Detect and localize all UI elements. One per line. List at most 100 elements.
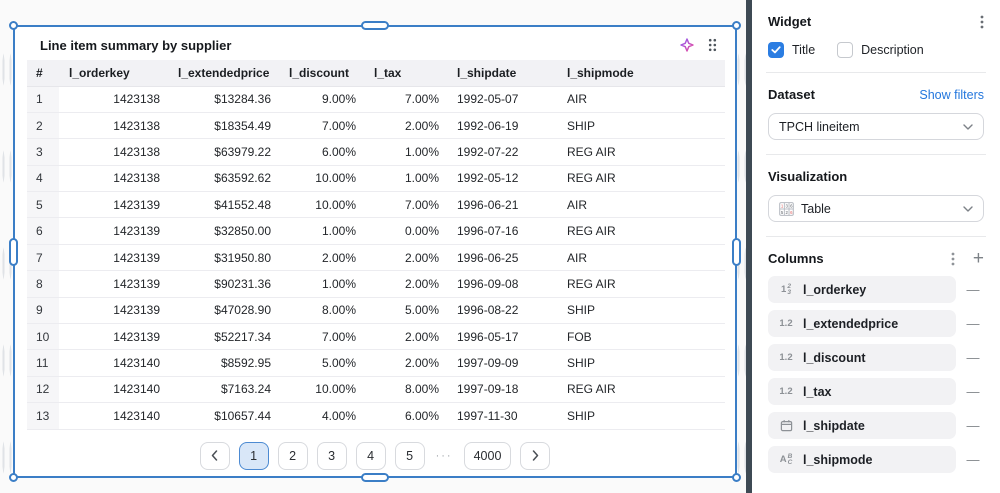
resize-handle-right[interactable] [732,237,741,266]
table-row[interactable]: 13 1423140 $10657.44 4.00% 6.00% 1997-11-30 SH… [27,402,725,430]
dashboard-canvas[interactable]: Line item summary by supplier [0,0,746,493]
widget-card[interactable]: Line item summary by supplier [9,21,741,482]
column-header[interactable]: l_tax [364,60,447,87]
table-cell: 1423140 [59,402,168,430]
dataset-select[interactable]: TPCH lineitem [768,113,984,140]
column-header[interactable]: l_orderkey [59,60,168,87]
table-row[interactable]: 7 1423139 $31950.80 2.00% 2.00% 1996-06-25 AIR [27,244,725,272]
table-cell: 9.00% [279,86,364,113]
remove-column-button minus-icon[interactable]: — [966,452,980,467]
remove-column-button minus-icon[interactable]: — [966,350,980,365]
column-item: 1.2 l_discount — [768,344,984,371]
table-cell: 1992-06-19 [447,112,557,140]
table-row[interactable]: 6 1423139 $32850.00 1.00% 0.00% 1996-07-16 REG… [27,217,725,245]
table-cell: $63979.22 [168,138,279,166]
resize-handle-bottom-left[interactable] [9,473,18,482]
ai-sparkle-icon[interactable] [679,37,695,53]
columns-heading: Columns [768,251,824,266]
table-cell: 8 [27,270,59,298]
column-pill-l_extendedprice[interactable]: 1.2 l_extendedprice [768,310,956,337]
decimal-type-icon: 1.2 [779,352,793,363]
table-cell: $41552.48 [168,191,279,219]
column-pill-l_tax[interactable]: 1.2 l_tax [768,378,956,405]
table-cell: SHIP [557,402,725,430]
column-pill-l_orderkey[interactable]: 1 2 3 l_orderkey [768,276,956,303]
table-row[interactable]: 12 1423140 $7163.24 10.00% 8.00% 1997-09-18 RE… [27,376,725,404]
column-pill-l_shipdate[interactable]: l_shipdate [768,412,956,439]
resize-handle-top-right[interactable] [732,21,741,30]
table-row[interactable]: 4 1423138 $63592.62 10.00% 1.00% 1992-05-12 RE… [27,165,725,193]
table-row[interactable]: 9 1423139 $47028.90 8.00% 5.00% 1996-08-22 SHI… [27,297,725,325]
table-row[interactable]: 1 1423138 $13284.36 9.00% 7.00% 1992-05-07 AIR [27,86,725,113]
remove-column-button minus-icon[interactable]: — [966,316,980,331]
resize-handle-bottom-right[interactable] [732,473,741,482]
page-button[interactable]: 2 [277,441,308,470]
table-cell: 1.00% [279,270,364,298]
table-cell: 7 [27,244,59,272]
page-button[interactable]: 4 [355,441,386,470]
page-button[interactable]: 3 [316,441,347,470]
table-row[interactable]: 2 1423138 $18354.49 7.00% 2.00% 1992-06-19 SHI… [27,112,725,140]
column-header[interactable]: l_shipdate [447,60,557,87]
table-cell: 1997-09-18 [447,376,557,404]
table-cell: REG AIR [557,270,725,298]
page-button[interactable]: 5 [394,441,425,470]
description-checkbox[interactable]: Description [837,42,924,58]
prev-page-button chevron-left-icon[interactable] [199,441,230,470]
column-pill-l_shipmode[interactable]: A B C l_shipmode [768,446,956,473]
calendar-icon [778,419,794,432]
column-header[interactable]: l_extendedprice [168,60,279,87]
remove-column-button minus-icon[interactable]: — [966,282,980,297]
add-column-button[interactable]: + [972,247,984,269]
resize-handle-left[interactable] [9,237,18,266]
svg-text:6: 6 [790,203,793,208]
resize-handle-bottom[interactable] [361,473,389,482]
table-cell: 10.00% [279,165,364,193]
visualization-select-value: Table [801,201,831,216]
next-page-button chevron-right-icon[interactable] [520,441,551,470]
table-row[interactable]: 11 1423140 $8592.95 5.00% 2.00% 1997-09-09 SHI… [27,349,725,377]
column-pill-l_discount[interactable]: 1.2 l_discount [768,344,956,371]
table-row[interactable]: 8 1423139 $90231.36 1.00% 2.00% 1996-09-08 REG… [27,270,725,298]
table-cell: 11 [27,349,59,377]
table-cell: 12 [27,376,59,404]
title-checkbox-label: Title [792,43,816,57]
dataset-heading: Dataset [768,87,815,102]
widget-menu-kebab-icon[interactable] [980,15,984,29]
visualization-select[interactable]: 1 3 6 5 2 6 Table [768,195,984,222]
resize-handle-top[interactable] [361,21,389,30]
page-button[interactable]: 1 [238,441,269,470]
column-label: l_shipmode [803,452,873,467]
table-cell: 5 [27,191,59,219]
last-page-button[interactable]: 4000 [463,441,512,470]
settings-panel: Widget Title Description Dataset Show fi… [752,0,1000,493]
table-cell: 1423139 [59,244,168,272]
remove-column-button minus-icon[interactable]: — [966,384,980,399]
table-cell: 6 [27,217,59,245]
table-row[interactable]: 5 1423139 $41552.48 10.00% 7.00% 1996-06-21 AI… [27,191,725,219]
column-label: l_orderkey [803,282,867,297]
columns-menu-kebab-icon[interactable] [951,252,955,266]
table-cell: 7.00% [279,112,364,140]
show-filters-link[interactable]: Show filters [919,87,984,102]
table-cell: 1423138 [59,86,168,113]
table-row[interactable]: 10 1423139 $52217.34 7.00% 2.00% 1996-05-17 FO… [27,323,725,351]
table-row[interactable]: 3 1423138 $63979.22 6.00% 1.00% 1992-07-22 REG… [27,138,725,166]
column-header[interactable]: l_shipmode [557,60,725,87]
title-checkbox[interactable]: Title [768,42,815,58]
table-cell: 5.00% [364,297,447,325]
dataset-select-value: TPCH lineitem [779,119,860,134]
drag-grip-icon[interactable] [708,38,717,52]
column-label: l_tax [803,384,832,399]
remove-column-button minus-icon[interactable]: — [966,418,980,433]
column-header[interactable]: l_discount [279,60,364,87]
checkbox-unchecked-icon [837,42,854,58]
column-item: l_shipdate — [768,412,984,439]
svg-text:2: 2 [785,209,788,214]
table-cell: 7.00% [364,86,447,113]
pagination-ellipsis: ··· [435,449,453,462]
resize-handle-top-left[interactable] [9,21,18,30]
column-header[interactable]: # [27,60,59,87]
table-cell: 8.00% [364,376,447,404]
